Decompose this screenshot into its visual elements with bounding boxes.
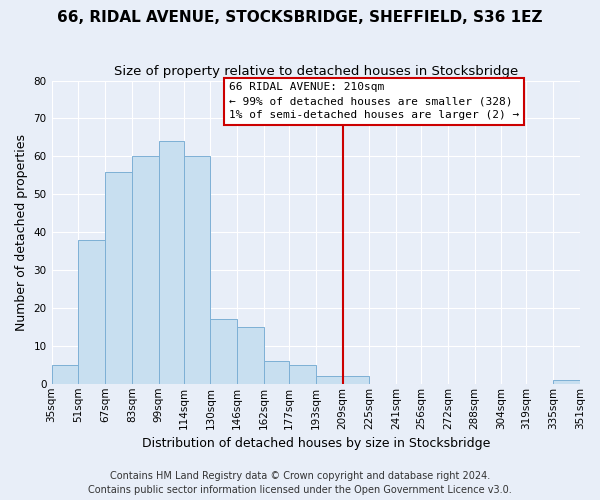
Y-axis label: Number of detached properties: Number of detached properties bbox=[15, 134, 28, 330]
Bar bbox=[289, 365, 316, 384]
Bar bbox=[184, 156, 211, 384]
X-axis label: Distribution of detached houses by size in Stocksbridge: Distribution of detached houses by size … bbox=[142, 437, 490, 450]
Text: Contains HM Land Registry data © Crown copyright and database right 2024.
Contai: Contains HM Land Registry data © Crown c… bbox=[88, 471, 512, 495]
Bar bbox=[264, 361, 289, 384]
Bar bbox=[105, 172, 132, 384]
Title: Size of property relative to detached houses in Stocksbridge: Size of property relative to detached ho… bbox=[113, 65, 518, 78]
Text: 66, RIDAL AVENUE, STOCKSBRIDGE, SHEFFIELD, S36 1EZ: 66, RIDAL AVENUE, STOCKSBRIDGE, SHEFFIEL… bbox=[57, 10, 543, 25]
Text: 66 RIDAL AVENUE: 210sqm
← 99% of detached houses are smaller (328)
1% of semi-de: 66 RIDAL AVENUE: 210sqm ← 99% of detache… bbox=[229, 82, 519, 120]
Bar bbox=[237, 327, 264, 384]
Bar bbox=[132, 156, 158, 384]
Bar bbox=[211, 320, 237, 384]
Bar bbox=[343, 376, 369, 384]
Bar bbox=[158, 141, 184, 384]
Bar bbox=[78, 240, 105, 384]
Bar bbox=[316, 376, 343, 384]
Bar bbox=[553, 380, 580, 384]
Bar bbox=[52, 365, 78, 384]
